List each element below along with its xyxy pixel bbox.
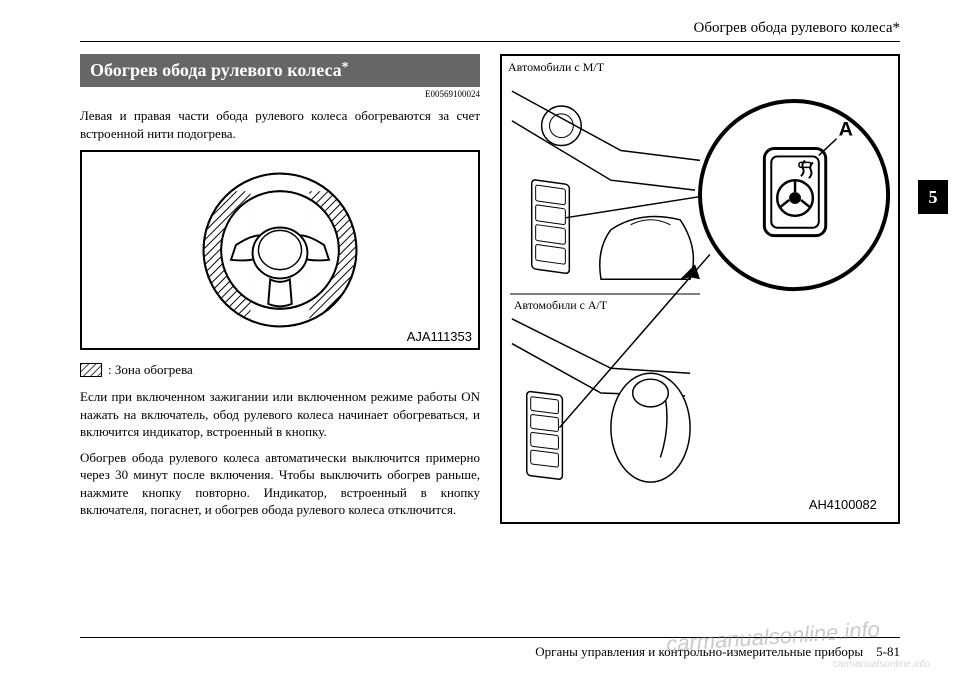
paragraph-1: Если при включенном зажигании или включе… [80, 388, 480, 441]
header-rule [80, 41, 900, 42]
left-column: Обогрев обода рулевого колеса* E00569100… [80, 54, 480, 527]
fig-right-code-svg: AH4100082 [809, 497, 877, 512]
section-star: * [342, 60, 349, 75]
tab-number: 5 [929, 187, 938, 208]
chapter-tab: 5 [918, 180, 948, 214]
caption-mt: Автомобили с M/T [502, 56, 898, 79]
document-code: E00569100024 [80, 89, 480, 99]
hatch-icon [80, 363, 102, 377]
figure-steering-wheel: AJA111353 [80, 150, 480, 350]
watermark-small: carmanualsonline.info [833, 659, 930, 670]
right-column: Автомобили с M/T [500, 54, 900, 527]
legend-text: : Зона обогрева [108, 362, 193, 378]
figure-dashboard: Автомобили с M/T [500, 54, 900, 524]
paragraph-2: Обогрев обода рулевого колеса автоматиче… [80, 449, 480, 519]
label-a-svg: A [839, 119, 853, 141]
content-columns: Обогрев обода рулевого колеса* E00569100… [80, 54, 900, 527]
steering-wheel-svg [82, 152, 478, 348]
section-heading: Обогрев обода рулевого колеса* [80, 54, 480, 87]
dashboard-svg: Автомобили с A/T [502, 79, 898, 519]
hatch-legend: : Зона обогрева [80, 362, 480, 378]
intro-paragraph: Левая и правая части обода рулевого коле… [80, 107, 480, 142]
footer-page: 5-81 [876, 644, 900, 659]
section-title: Обогрев обода рулевого колеса [90, 60, 342, 80]
page: Обогрев обода рулевого колеса* Обогрев о… [0, 0, 960, 678]
figure-left-code: AJA111353 [407, 329, 472, 344]
header-title: Обогрев обода рулевого колеса* [80, 20, 900, 37]
caption-at-svg: Автомобили с A/T [514, 298, 608, 312]
